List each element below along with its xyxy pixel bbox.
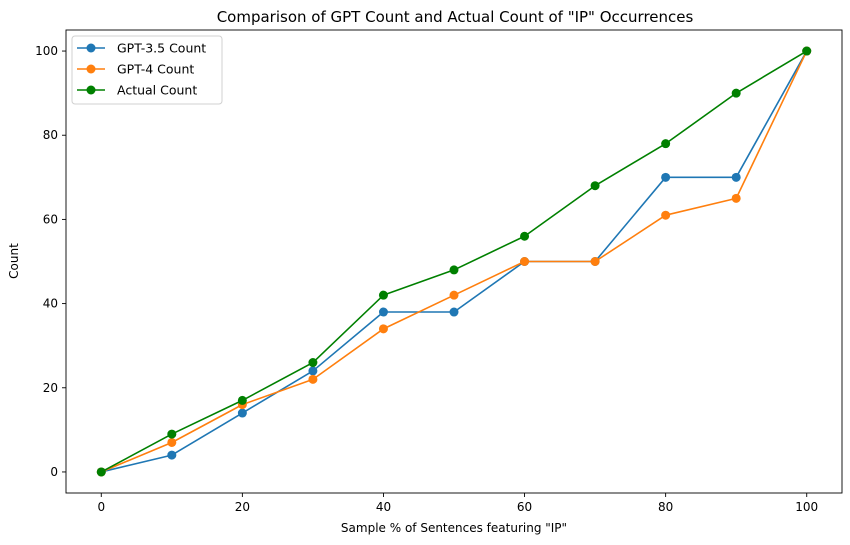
y-axis-label: Count: [7, 243, 21, 279]
plot-area-frame: [65, 29, 843, 494]
data-point: [308, 358, 318, 368]
data-point: [308, 374, 318, 384]
y-tick-label: 80: [43, 128, 58, 142]
x-axis: 0 20 40 60 80 100: [97, 493, 818, 514]
data-point: [96, 467, 106, 477]
y-axis: 0 20 40 60 80 100: [35, 44, 66, 479]
legend-item: Actual Count: [77, 83, 197, 98]
legend-box: [71, 35, 223, 105]
data-point: [237, 408, 247, 418]
data-point: [449, 265, 459, 275]
data-point: [167, 437, 177, 447]
chart-title: Comparison of GPT Count and Actual Count…: [217, 8, 694, 26]
legend-label: GPT-4 Count: [117, 62, 194, 77]
y-tick-label: 40: [43, 297, 58, 311]
data-point: [590, 257, 600, 266]
legend-marker: [86, 43, 96, 53]
data-point: [731, 193, 741, 203]
legend-item: GPT-3.5 Count: [77, 41, 206, 56]
x-tick-label: 60: [517, 500, 532, 514]
legend-marker: [86, 64, 96, 74]
data-point: [731, 172, 741, 182]
data-point: [449, 290, 459, 300]
data-point: [661, 139, 671, 149]
data-point: [731, 88, 741, 98]
data-point: [590, 181, 600, 191]
legend-marker: [86, 85, 96, 95]
data-point: [378, 307, 388, 317]
x-tick-label: 0: [97, 500, 105, 514]
y-tick-label: 0: [50, 465, 58, 479]
y-tick-label: 100: [35, 44, 58, 58]
x-axis-label: Sample % of Sentences featuring "IP": [341, 521, 567, 535]
data-point: [520, 257, 530, 266]
series-layer: [96, 46, 812, 477]
data-point: [378, 290, 388, 300]
x-tick-label: 100: [795, 500, 818, 514]
data-point: [237, 395, 247, 405]
legend-label: Actual Count: [117, 83, 197, 98]
legend: GPT-3.5 Count GPT-4 Count Actual Count: [71, 35, 223, 105]
data-point: [167, 429, 177, 439]
data-point: [802, 46, 812, 56]
y-tick-label: 20: [43, 381, 58, 395]
data-point: [661, 172, 671, 182]
data-point: [520, 231, 530, 241]
data-point: [449, 307, 459, 317]
data-point: [378, 324, 388, 334]
series-1: [96, 46, 812, 477]
data-point: [167, 450, 177, 460]
y-tick-label: 60: [43, 212, 58, 226]
data-point: [661, 210, 671, 220]
series-2: [96, 46, 812, 477]
data-point: [308, 366, 318, 376]
x-tick-label: 20: [235, 500, 250, 514]
x-tick-label: 80: [658, 500, 673, 514]
legend-item: GPT-4 Count: [77, 62, 194, 77]
x-tick-label: 40: [376, 500, 391, 514]
legend-label: GPT-3.5 Count: [117, 41, 206, 56]
